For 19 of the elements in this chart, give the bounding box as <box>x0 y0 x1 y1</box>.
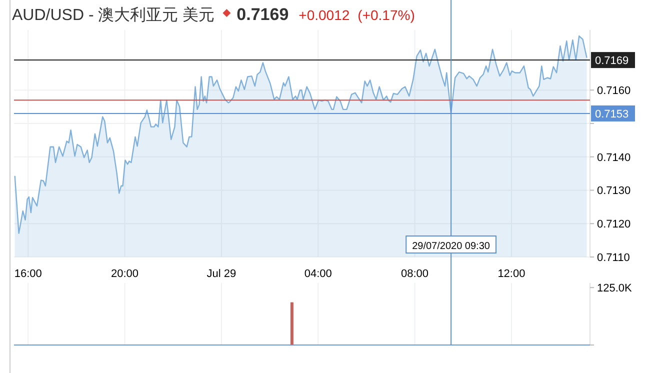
y-tick-label: 0.7130 <box>597 185 631 198</box>
x-tick-label: 12:00 <box>498 268 526 280</box>
ref-line-label: 0.7169 <box>595 55 629 68</box>
y-tick-label: 0.7120 <box>597 218 631 231</box>
x-tick-label: 08:00 <box>401 268 429 280</box>
y-tick-label: 0.7140 <box>597 152 631 164</box>
x-tick-label: 04:00 <box>304 268 332 280</box>
chart-title: AUD/USD - 澳大利亚元 美元 <box>12 6 215 24</box>
x-tick-label: 20:00 <box>111 268 139 280</box>
y-tick-label: 0.7160 <box>597 85 631 98</box>
x-tick-label: 16:00 <box>14 268 42 280</box>
y-tick-label: 125.0K <box>597 282 633 295</box>
text: 0.7169 <box>236 5 289 24</box>
y-tick-label: 0.7110 <box>597 252 630 264</box>
text: (+0.17%) <box>358 7 415 23</box>
text: +0.0012 <box>298 7 350 23</box>
x-tick-label: Jul 29 <box>206 268 236 280</box>
ref-line-label: 0.7153 <box>595 108 629 120</box>
ref-line-label: 29/07/2020 09:30 <box>412 241 490 252</box>
